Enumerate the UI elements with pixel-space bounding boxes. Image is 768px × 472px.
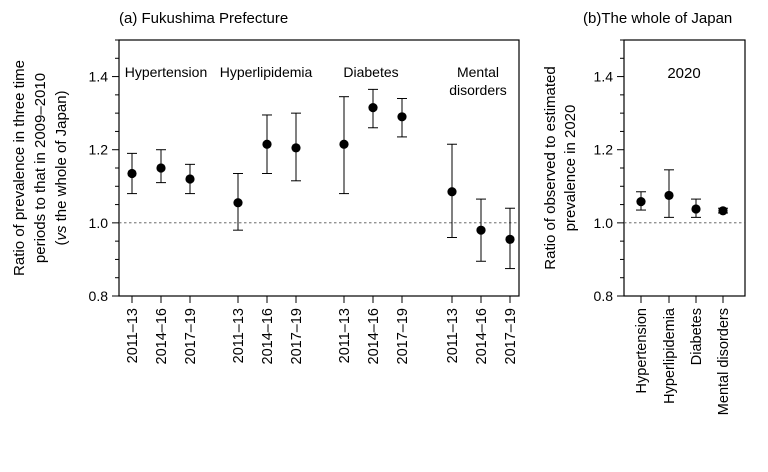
data-point <box>397 98 407 138</box>
data-point <box>291 112 301 182</box>
data-point <box>156 149 166 184</box>
point-marker <box>291 143 301 153</box>
y-tick-label: 1.0 <box>594 215 614 231</box>
x-tick-label: 2011–13 <box>445 308 461 363</box>
group-label: Hyperlipidemia <box>220 64 313 80</box>
panel-b-annotation: 2020 <box>667 65 700 82</box>
panel-a-title: (a) Fukushima Prefecture <box>119 10 288 27</box>
group-label: disorders <box>449 82 507 98</box>
point-marker <box>691 204 701 214</box>
point-marker <box>233 198 243 208</box>
panel-b-y-axis-label: Ratio of observed to estimated prevalence… <box>542 66 579 269</box>
point-marker <box>664 190 674 201</box>
x-tick-label: Hyperlipidemia <box>662 307 678 404</box>
data-point <box>476 198 486 262</box>
y-axis-label-line: (vs the whole of Japan) <box>53 90 70 245</box>
group-label: Hypertension <box>125 64 208 80</box>
point-marker <box>447 187 457 197</box>
data-point <box>447 143 457 238</box>
point-marker <box>505 234 515 244</box>
data-point <box>185 163 195 195</box>
data-point <box>691 198 701 218</box>
panel-b-plot-area <box>624 169 745 224</box>
panel-b-x-ticks: Hypertension Hyperlipidemia Diabetes Mental… <box>634 296 732 415</box>
x-tick-label: Hypertension <box>634 308 650 393</box>
point-marker <box>185 174 195 184</box>
x-tick-label: 2011–13 <box>125 308 141 363</box>
point-marker <box>476 225 486 235</box>
y-axis-label-line: prevalence in 2020 <box>562 105 579 232</box>
panel-b-title: (b)The whole of Japan <box>583 10 732 27</box>
point-marker <box>636 197 646 207</box>
panel-a-group-labels: Hypertension Hyperlipidemia Diabetes Mental… <box>125 64 507 98</box>
y-axis-label-line: Ratio of observed to estimated <box>542 66 559 269</box>
y-tick-label: 1.4 <box>89 69 109 85</box>
data-point <box>233 172 243 231</box>
x-tick-label: 2017–19 <box>289 308 305 364</box>
y-tick-label: 0.8 <box>594 288 614 304</box>
panel-a-plot-area <box>119 88 519 270</box>
point-marker <box>368 103 378 113</box>
data-point <box>368 88 378 129</box>
group-label: Diabetes <box>343 64 398 80</box>
x-tick-label: Mental disorders <box>716 308 732 415</box>
panel-a-y-axis-label: Ratio of prevalence in three time periods… <box>11 60 70 276</box>
x-tick-label: 2014–16 <box>474 308 490 364</box>
point-marker <box>397 112 407 122</box>
y-tick-label: 1.2 <box>89 142 109 158</box>
data-point <box>505 207 515 270</box>
point-marker <box>156 163 166 173</box>
x-tick-label: 2014–16 <box>366 308 382 364</box>
data-point <box>664 169 674 218</box>
y-tick-label: 1.2 <box>594 142 614 158</box>
x-tick-label: Diabetes <box>689 308 705 365</box>
data-point <box>636 191 646 211</box>
y-tick-label: 1.4 <box>594 69 614 85</box>
panel-a-x-ticks: 2011–13 2014–16 2017–19 2011–13 2014–16 2017–… <box>125 296 519 364</box>
y-axis-label-line: Ratio of prevalence in three time <box>11 60 28 276</box>
panel-a-y-ticks: 0.8 1.0 1.2 1.4 <box>89 39 119 304</box>
point-marker <box>127 168 137 179</box>
y-axis-label-line: periods to that in 2009–2010 <box>32 73 49 263</box>
y-tick-label: 0.8 <box>89 288 109 304</box>
x-tick-label: 2014–16 <box>154 308 170 364</box>
panel-b-y-ticks: 0.8 1.0 1.2 1.4 <box>594 39 624 304</box>
point-marker <box>339 139 349 149</box>
point-marker <box>262 139 272 149</box>
x-tick-label: 2017–19 <box>395 308 411 364</box>
group-label: Mental <box>457 64 499 80</box>
x-tick-label: 2017–19 <box>503 308 519 364</box>
x-tick-label: 2011–13 <box>231 308 247 363</box>
x-tick-label: 2017–19 <box>183 308 199 364</box>
data-point <box>127 152 137 195</box>
point-marker <box>718 206 728 216</box>
x-tick-label: 2014–16 <box>260 308 276 364</box>
data-point <box>339 96 349 195</box>
x-tick-label: 2011–13 <box>337 308 353 363</box>
y-tick-label: 1.0 <box>89 215 109 231</box>
data-point <box>262 114 272 174</box>
data-point <box>718 206 728 216</box>
